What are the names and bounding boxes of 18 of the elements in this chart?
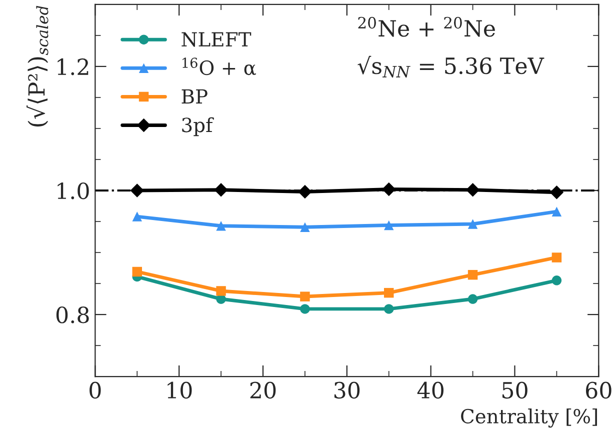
annotation: $^{20}$Ne + $^{20}$Ne: [358, 16, 495, 37]
legend-label: BP: [182, 89, 208, 104]
x-tick-label: 0: [90, 382, 101, 399]
x-tick-label: 20: [250, 382, 276, 399]
x-tick-label: 40: [417, 382, 444, 399]
x-tick-label: 50: [502, 382, 528, 399]
y-axis-title: (√⟨P²⟩)$_{scaled}$: [26, 6, 48, 126]
y-tick-label: 1.2: [58, 58, 88, 76]
legend-label: 3pf: [182, 117, 214, 136]
annotation: √s$_{NN}$ = 5.36 TeV: [358, 56, 544, 78]
legend-label: NLEFT: [182, 32, 252, 47]
y-tick-label: 0.8: [56, 306, 89, 324]
y-tick-label: 1.0: [58, 182, 89, 200]
legend-label: $^{16}$O + α: [182, 58, 256, 76]
x-tick-label: 10: [168, 382, 192, 399]
x-tick-label: 60: [586, 382, 612, 399]
x-axis-title: Centrality [%]: [461, 408, 597, 428]
x-tick-label: 30: [334, 382, 360, 399]
